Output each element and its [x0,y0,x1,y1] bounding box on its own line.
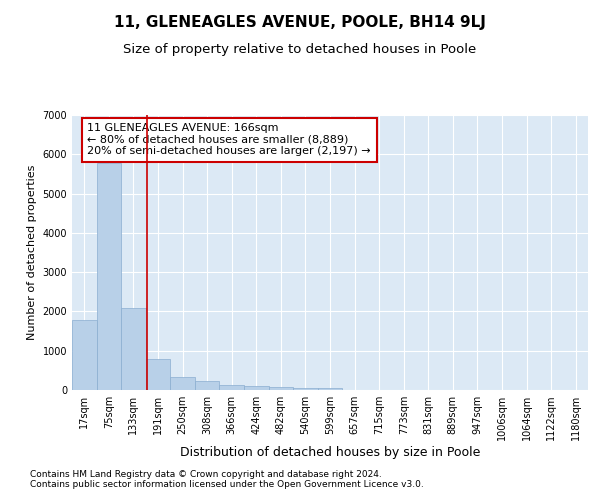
Y-axis label: Number of detached properties: Number of detached properties [27,165,37,340]
Bar [195,382,220,390]
X-axis label: Distribution of detached houses by size in Poole: Distribution of detached houses by size … [180,446,480,459]
Bar [318,388,342,390]
Bar [97,163,121,390]
Text: Size of property relative to detached houses in Poole: Size of property relative to detached ho… [124,42,476,56]
Bar [293,388,318,390]
Bar [121,308,146,390]
Text: 11 GLENEAGLES AVENUE: 166sqm
← 80% of detached houses are smaller (8,889)
20% of: 11 GLENEAGLES AVENUE: 166sqm ← 80% of de… [88,123,371,156]
Text: 11, GLENEAGLES AVENUE, POOLE, BH14 9LJ: 11, GLENEAGLES AVENUE, POOLE, BH14 9LJ [114,15,486,30]
Bar [170,376,195,390]
Bar [72,320,97,390]
Bar [220,386,244,390]
Bar [146,358,170,390]
Bar [244,386,269,390]
Text: Contains public sector information licensed under the Open Government Licence v3: Contains public sector information licen… [30,480,424,489]
Bar [269,387,293,390]
Text: Contains HM Land Registry data © Crown copyright and database right 2024.: Contains HM Land Registry data © Crown c… [30,470,382,479]
